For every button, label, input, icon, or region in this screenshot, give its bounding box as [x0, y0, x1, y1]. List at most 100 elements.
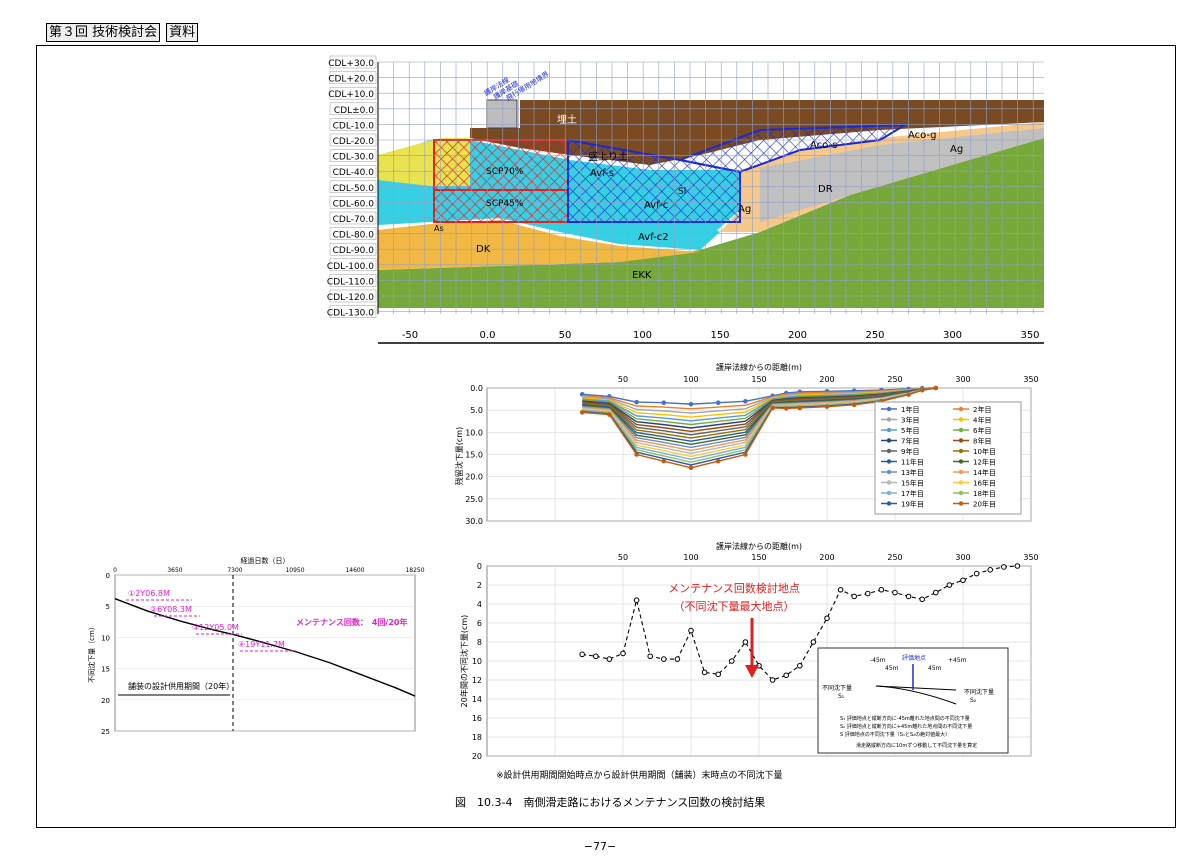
c1-legend-marker [958, 469, 964, 475]
c1-legend-marker [958, 406, 964, 412]
residual-settlement-chart: 護岸法線からの距離(m) 残留沈下量(cm) 50 100 150 200 250 300… [454, 362, 1039, 526]
c2-point [742, 639, 749, 645]
c1-legend-marker [886, 417, 892, 422]
c2-ytick: 6 [477, 619, 482, 628]
label-aco-s: Aco-s [810, 140, 837, 151]
c2-xlabel: 護岸法線からの距離(m) [716, 541, 802, 551]
c1-legend-marker [886, 406, 892, 412]
c2-point [579, 651, 586, 658]
c1-legend-marker [958, 480, 964, 485]
svg-text:S₂: S₂ [970, 697, 977, 704]
c3-design-period: 舗装の設計供用期間（20年） [128, 681, 234, 691]
c2-point [593, 653, 599, 660]
c1-point [919, 387, 925, 393]
c2-ytick: 16 [472, 714, 482, 723]
c1-point [743, 399, 748, 404]
c2-point [973, 570, 980, 577]
c2-point [892, 589, 898, 596]
document-header: 第３回 技術検討会 資料 [46, 23, 199, 42]
section-ylabel-box [329, 133, 377, 147]
c3-ytick: 0 [106, 572, 110, 580]
section-ylabel: CDL-50.0 [333, 184, 375, 194]
c1-legend-marker [958, 490, 964, 496]
c3-xtick: 14600 [345, 567, 364, 574]
label-as: As [434, 224, 444, 233]
svg-text:-45m: -45m [870, 657, 886, 664]
c1-legend-label: 8年目 [973, 437, 991, 446]
label-avf-c2: Avf-c2 [638, 232, 669, 243]
c2-point [715, 671, 722, 678]
c2-xtick: 50 [618, 553, 628, 562]
c1-legend-label: 9年目 [901, 447, 919, 456]
c1-legend-label: 20年目 [973, 500, 996, 509]
c3-ytick: 20 [101, 697, 110, 705]
c1-ytick: 20.0 [465, 473, 483, 482]
c1-xtick: 150 [751, 375, 766, 384]
label-ag-right: Ag [950, 144, 963, 155]
c1-point [634, 452, 639, 457]
c3-xtick: 3650 [167, 567, 182, 574]
c2-xtick: 200 [819, 553, 834, 562]
label-ag-mid: Ag [738, 204, 751, 215]
c1-point [715, 400, 721, 406]
c1-legend-label: 11年目 [901, 458, 924, 467]
c1-ytick: 10.0 [465, 428, 483, 437]
section-ylabel: CDL-10.0 [333, 121, 375, 131]
c1-legend-marker [886, 501, 892, 506]
footnote: ※設計供用期間開始時点から設計供用期間（舗装）末時点の不同沈下量 [496, 769, 783, 781]
c2-annot2: （不同沈下量最大地点） [674, 599, 795, 613]
section-ylabel: CDL-110.0 [327, 277, 374, 287]
c3-step-label: ④19Y11.7M [238, 640, 285, 649]
section-ylabel: CDL-40.0 [333, 168, 375, 178]
c1-legend-label: 7年目 [901, 437, 919, 446]
c1-legend-label: 3年目 [901, 416, 919, 425]
c3-xtick: 0 [113, 567, 117, 574]
c2-point [837, 586, 844, 593]
c1-legend-label: 10年目 [973, 447, 996, 456]
c1-point [824, 404, 830, 409]
c2-xtick: 250 [887, 553, 902, 562]
c1-point [906, 392, 911, 397]
c2-point [647, 653, 654, 660]
section-ylabel-box [329, 102, 377, 116]
meeting-title: 第３回 技術検討会 [46, 23, 161, 42]
c1-point [715, 458, 721, 464]
c3-ytick: 5 [106, 603, 110, 611]
c2-point [620, 650, 626, 657]
c1-legend-marker [886, 438, 892, 443]
label-ekk: EKK [632, 270, 652, 281]
section-xlabel: -50 [402, 330, 418, 341]
c1-legend-label: 15年目 [901, 479, 924, 488]
c2-point [633, 597, 640, 604]
svg-text:不同沈下量: 不同沈下量 [822, 684, 852, 692]
c1-legend-marker [886, 480, 892, 485]
c2-ytick: 0 [477, 562, 482, 571]
c1-ytick: 15.0 [465, 451, 483, 460]
svg-text:滑走路縦断方向に10mずつ移動して不同沈下量を算定: 滑走路縦断方向に10mずつ移動して不同沈下量を算定 [856, 742, 977, 749]
label-scp70: SCP70% [486, 167, 524, 177]
c3-xtick: 7300 [227, 567, 242, 574]
section-ylabel: CDL-120.0 [327, 293, 374, 303]
label-dk: DK [476, 244, 491, 255]
c2-point [661, 656, 667, 662]
c1-point [783, 406, 789, 411]
c1-legend-marker [886, 469, 892, 475]
c2-xtick: 350 [1023, 553, 1038, 562]
c3-ytick: 15 [101, 666, 110, 674]
c1-point [933, 385, 939, 391]
c3-line [114, 598, 416, 697]
c1-point [688, 465, 694, 471]
scp45 [433, 189, 569, 223]
c1-ytick: 5.0 [470, 406, 483, 415]
c1-legend-marker [958, 448, 964, 454]
c3-step-label: ②6Y08.3M [150, 605, 192, 614]
label-avf-c: Avf-c [644, 200, 668, 211]
section-ylabel-box [329, 196, 377, 209]
layer-dk [378, 220, 700, 270]
time-history-chart: 経過日数（日） 不同沈下量（cm） 0 3650 7300 10950 14600 182… [87, 556, 425, 736]
c1-xtick: 200 [819, 375, 834, 384]
c3-xtick: 10950 [285, 567, 304, 574]
c1-legend-label: 12年目 [973, 458, 996, 467]
c3-step-label: ①2Y06.8M [128, 589, 170, 598]
